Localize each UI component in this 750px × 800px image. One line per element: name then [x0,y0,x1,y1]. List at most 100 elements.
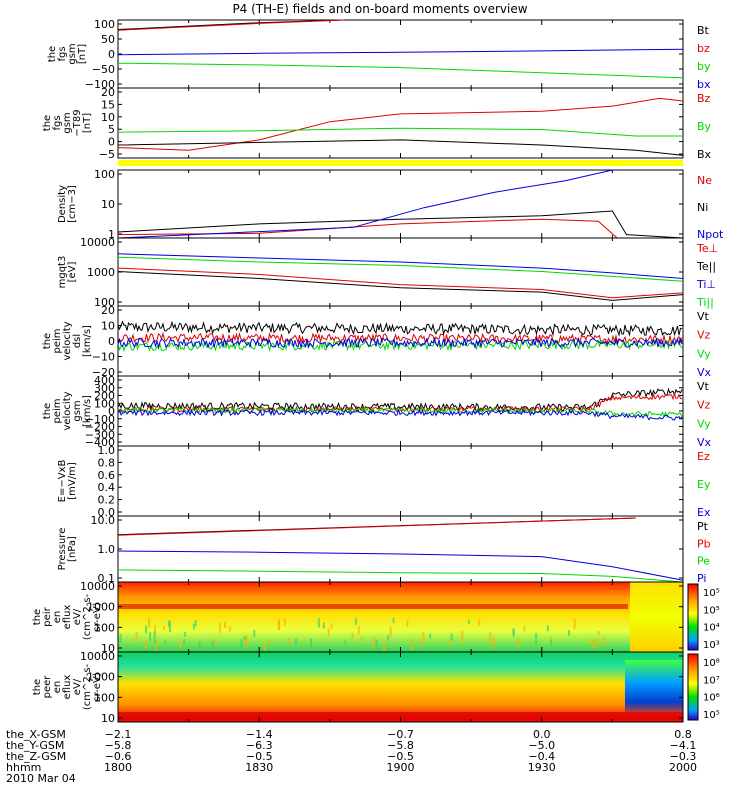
colorbar-tick-label: 10⁵ [703,588,720,599]
y-axis-label: fgs [52,115,63,130]
y-axis-label: −T89 [72,109,83,136]
legend-entry: bx [697,78,711,91]
series-Ti||-line [117,256,684,282]
legend-entry: Ni [697,201,708,214]
series-Vy-line [117,406,683,419]
panel-density: 100 10 1 Density [cm−3] Ne Ni Npot [57,168,724,241]
panel-pressure: 10.0 1.0 0.1 Pressure [nPa] Pt Pb Pe Pi [57,514,711,585]
y-tick-label: 100 [94,18,115,31]
legend-entry: bz [697,42,710,55]
y-tick-label: 1000 [87,601,115,614]
y-axis-label: eV/ [72,678,83,695]
spectrogram-speckle [389,626,392,639]
spectrogram-electron-band [118,712,683,720]
y-tick-label: 0 [108,335,115,348]
spectrogram-speckle [194,620,197,627]
y-axis-label: gsm [67,43,78,64]
spectrogram-speckle [253,629,256,638]
x-axis-value: −0.6 [105,750,132,763]
x-axis-value: −5.8 [105,739,132,752]
y-axis-label: sr-eV) [92,672,103,701]
panel-peim-velocity-dsl: 20 10 0 −10 −20 the peim velocity dsl [km/s] Vt Vz V… [42,304,712,379]
spectrogram-speckle [387,635,390,641]
colorbar [687,583,699,651]
legend-entry: Vx [697,436,712,449]
y-tick-label: 0 [108,48,115,61]
y-axis-label: peim [52,328,63,353]
spectrogram-speckle [330,623,333,629]
spectrogram-speckle [198,640,201,648]
y-tick-label: 10 [101,712,115,725]
spectrogram-speckle [218,622,221,633]
y-tick-label: 0.4 [98,481,116,494]
spectrogram-speckle [344,640,347,645]
legend-entry: Pt [697,520,709,533]
y-tick-label: 15 [101,98,115,111]
colorbar-tick-label: 10³ [703,640,720,651]
y-tick-label: 0.6 [98,469,116,482]
spectrogram-speckle [535,633,538,645]
y-axis-label: [km/s] [82,325,93,357]
spectrogram-speckle [211,640,214,652]
y-axis-label: gsm [72,400,83,421]
y-tick-label: −100 [85,413,115,426]
y-tick-label: 300 [94,382,115,395]
spectrogram-speckle [183,639,186,645]
legend-entry: Vz [697,399,711,412]
x-axis-value: −0.5 [387,750,414,763]
x-axis-row-label: the_X-GSM [6,728,66,741]
legend-entry: Bz [697,92,711,105]
spectrogram-speckle [145,640,148,650]
legend-entry: Ex [697,506,711,519]
series-Ti⊥-line [117,253,684,279]
panel-frame [117,87,684,159]
spectrogram-speckle [351,632,354,639]
x-axis-value: −0.3 [670,750,697,763]
y-tick-label: 200 [94,390,115,403]
spectrogram-speckle [467,619,470,625]
spectrogram-speckle [550,639,553,646]
spectrogram-speckle [317,617,320,628]
x-axis-value: 2000 [669,761,697,774]
series-bx-line [117,48,684,56]
y-axis-label: eflux [62,605,73,630]
y-axis-label: [eV] [67,262,78,283]
spectrogram-speckle [164,640,167,645]
y-axis-label: [mV/m] [67,462,78,500]
y-tick-label: −300 [85,428,115,441]
series-Vx-line [117,408,683,421]
spectrogram-speckle [383,641,386,652]
panel-frame [117,445,684,517]
y-axis-label: (cm^2-s- [82,663,93,710]
spectrogram-speckle [592,639,595,649]
spectrogram-speckle [568,630,571,636]
spectrogram-speckle [294,638,297,645]
legend-entry: Pi [697,572,706,585]
y-tick-label: 100 [94,691,115,704]
colorbar-tick-label: 10⁷ [703,675,720,686]
spectrogram-speckle [243,635,246,641]
colorbar [687,653,699,721]
y-tick-label: −400 [85,436,115,449]
series-By-line [117,127,683,137]
x-axis-row-label: the_Z-GSM [6,750,66,763]
series-Pi-line [117,550,684,581]
spectrogram-speckle [406,620,409,627]
y-tick-label: 10 [101,320,115,333]
y-axis-label: dsl [72,334,83,348]
y-axis-label: peim [52,398,63,423]
y-axis-label: the [42,115,53,131]
spectrogram-speckle [268,639,271,645]
spectrogram-speckle [420,638,423,646]
y-tick-label: 100 [94,168,115,181]
colorbar-tick-label: 10⁸ [703,658,720,669]
series-Bz-line [117,97,684,151]
spectrogram-speckle [411,638,414,651]
y-axis-label: [km/s] [82,395,93,427]
y-axis-label: [nPa] [67,536,78,562]
legend-entry: Vt [697,310,710,323]
spectrogram-speckle [263,641,266,651]
